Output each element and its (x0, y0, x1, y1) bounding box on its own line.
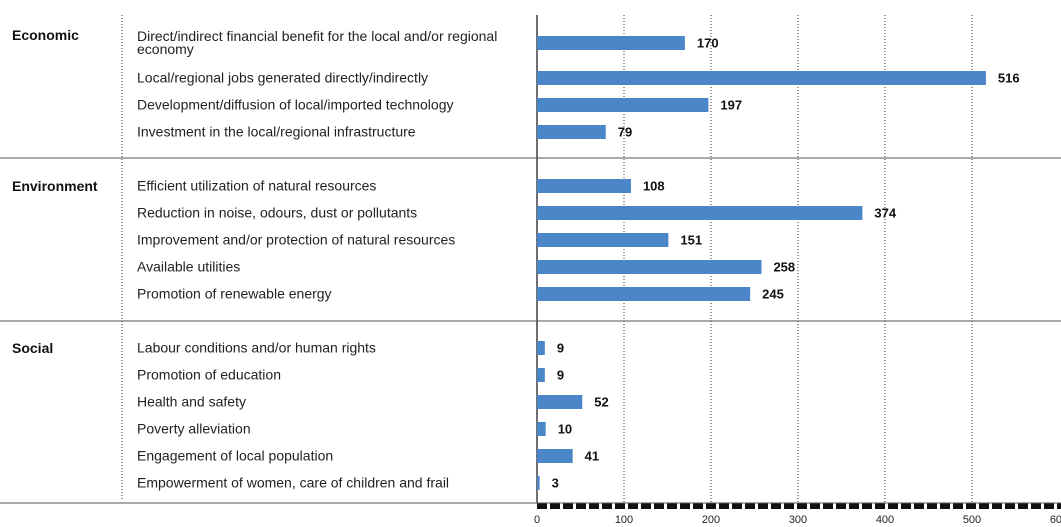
bar (537, 476, 540, 490)
group-label: Social (12, 340, 54, 356)
value-label: 52 (594, 394, 608, 409)
value-label: 9 (557, 367, 564, 382)
value-label: 170 (697, 35, 719, 50)
value-label: 197 (720, 97, 742, 112)
bar (537, 98, 709, 112)
value-label: 79 (618, 124, 632, 139)
bar (537, 395, 583, 409)
category-label: Improvement and/or protection of natural… (137, 231, 456, 248)
category-label: Direct/indirect financial benefit for th… (137, 28, 498, 57)
category-label: Health and safety (137, 393, 246, 410)
category-label: Development/diffusion of local/imported … (137, 96, 454, 113)
category-label: Empowerment of women, care of children a… (137, 474, 450, 491)
bar (537, 71, 986, 85)
value-label: 245 (762, 286, 784, 301)
category-label: Poverty alleviation (137, 420, 251, 437)
category-label: Reduction in noise, odours, dust or poll… (137, 204, 418, 221)
bar (537, 368, 545, 382)
value-label: 374 (874, 205, 896, 220)
value-label: 10 (558, 421, 572, 436)
bar (537, 260, 762, 274)
category-label: Promotion of education (137, 366, 281, 383)
category-label: Available utilities (137, 258, 241, 275)
bar (537, 341, 545, 355)
value-label: 3 (552, 475, 559, 490)
category-label: Labour conditions and/or human rights (137, 339, 376, 356)
value-label: 516 (998, 70, 1020, 85)
bar (537, 287, 751, 301)
bar (537, 179, 631, 193)
x-tick-label: 600 (1050, 514, 1061, 526)
x-tick-label: 0 (534, 514, 540, 526)
x-tick-label: 400 (876, 514, 894, 526)
bar (537, 449, 573, 463)
category-label: Efficient utilization of natural resourc… (137, 177, 377, 194)
bar (537, 233, 669, 247)
bar (537, 422, 546, 436)
x-tick-label: 100 (615, 514, 633, 526)
group-label: Economic (12, 27, 79, 43)
category-label: Promotion of renewable energy (137, 285, 332, 302)
value-label: 9 (557, 340, 564, 355)
x-tick-label: 500 (963, 514, 981, 526)
bar (537, 206, 863, 220)
group-label: Environment (12, 178, 98, 194)
category-label: Engagement of local population (137, 447, 334, 464)
value-label: 258 (773, 259, 795, 274)
bar (537, 36, 685, 50)
category-label: Investment in the local/regional infrast… (137, 123, 416, 140)
value-label: 108 (643, 178, 665, 193)
x-tick-label: 200 (702, 514, 720, 526)
x-tick-label: 300 (789, 514, 807, 526)
bar (537, 125, 606, 139)
category-label: Local/regional jobs generated directly/i… (137, 69, 429, 86)
value-label: 151 (680, 232, 702, 247)
value-label: 41 (585, 448, 599, 463)
